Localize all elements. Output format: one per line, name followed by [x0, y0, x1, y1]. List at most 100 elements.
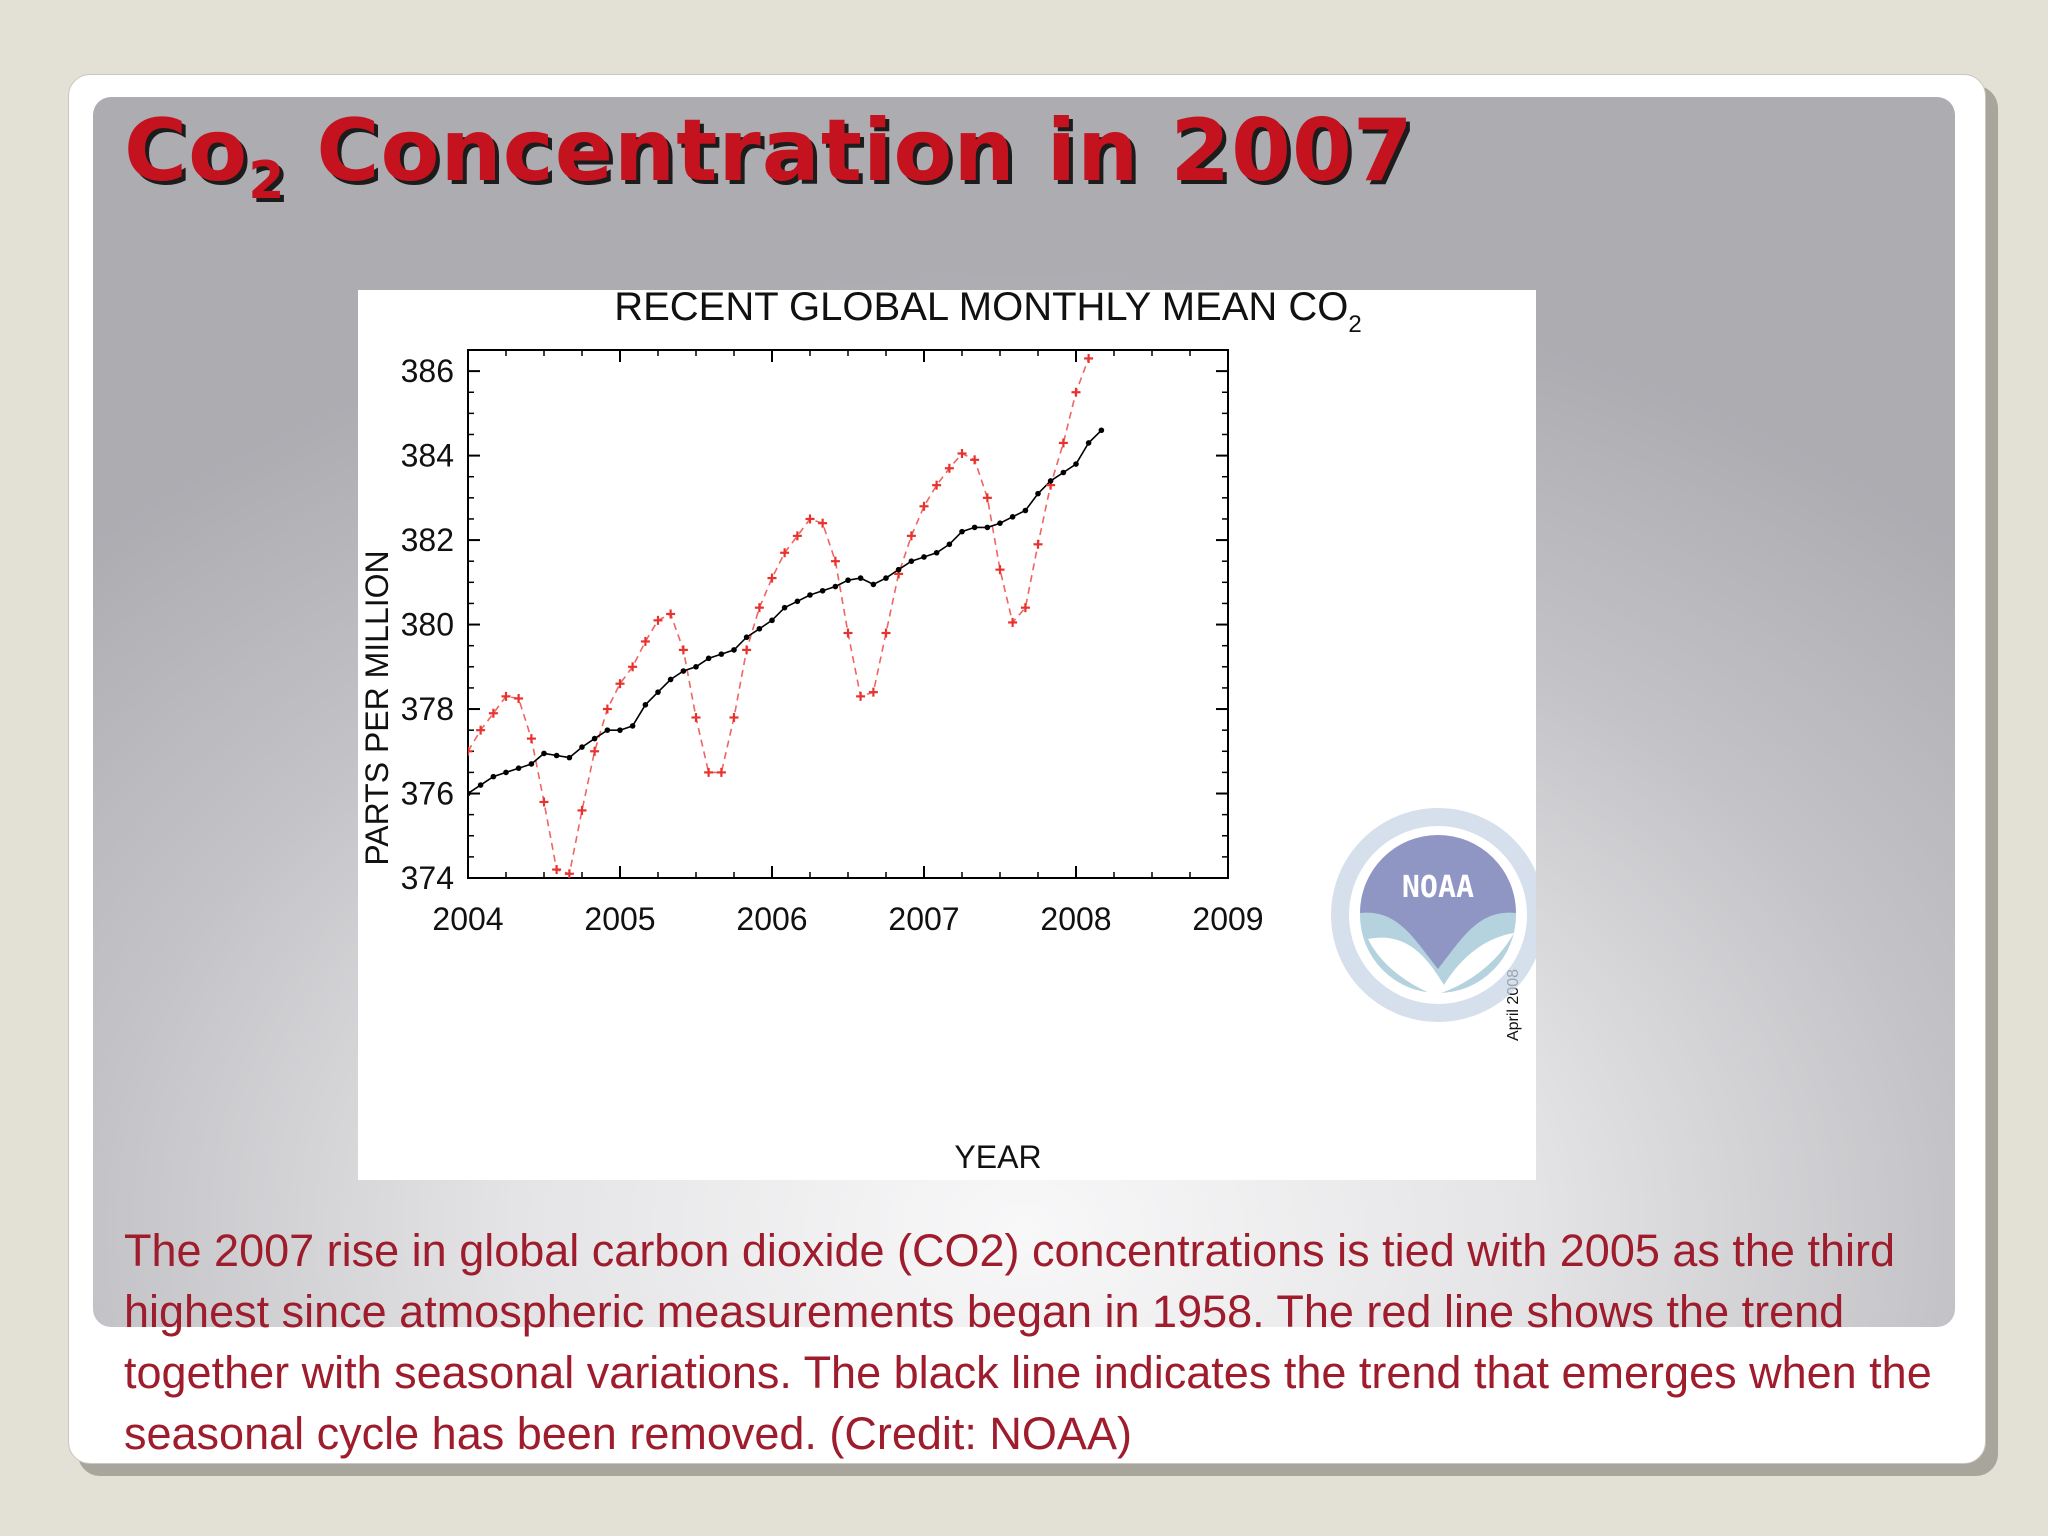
axis-ticks [467, 350, 1229, 879]
seasonal-point-21 [729, 712, 739, 722]
title-subscript: 2 [248, 151, 286, 211]
title-rest: Concentration in 2007 [285, 101, 1414, 201]
trend-point-48 [1073, 461, 1079, 467]
x-axis-label: YEAR [954, 1139, 1041, 1175]
seasonal-point-12 [615, 679, 625, 689]
trend-point-36 [921, 554, 927, 560]
seasonal-point-15 [653, 615, 663, 625]
trend-point-35 [908, 558, 915, 564]
trend-point-34 [895, 566, 902, 573]
seasonal-point-11 [602, 704, 612, 714]
trend-point-50 [1098, 427, 1105, 434]
seasonal-point-36 [919, 501, 929, 511]
trend-point-45 [1035, 490, 1041, 497]
seasonal-point-5 [526, 734, 536, 744]
trend-point-15 [655, 689, 661, 695]
trend-point-49 [1085, 440, 1092, 446]
x-tick-label-2009: 2009 [1192, 901, 1263, 937]
y-tick-label-376: 376 [401, 776, 454, 812]
seasonal-point-13 [628, 662, 638, 672]
seasonal-point-33 [881, 628, 891, 638]
trend-point-32 [870, 581, 877, 588]
trend-point-38 [946, 541, 953, 548]
trend-point-13 [629, 723, 636, 729]
trend-point-7 [553, 752, 560, 759]
series-lines [468, 358, 1102, 875]
y-tick-label-384: 384 [401, 438, 454, 474]
seasonal-point-17 [678, 645, 688, 655]
trend-point-44 [1022, 507, 1029, 514]
chart-container: RECENT GLOBAL MONTHLY MEAN CO2 PARTS PER… [358, 290, 1536, 1180]
seasonal-point-49 [1084, 353, 1094, 363]
seasonal-point-0 [468, 746, 473, 756]
series-points [468, 353, 1105, 878]
trend-point-43 [1009, 514, 1016, 520]
y-tick-label-386: 386 [401, 353, 454, 389]
trend-point-10 [591, 735, 598, 742]
seasonal-point-45 [1033, 539, 1043, 549]
trend-point-1 [477, 782, 484, 788]
trend-point-21 [731, 647, 737, 653]
y-tick-label-378: 378 [401, 691, 454, 727]
trend-point-24 [769, 617, 775, 624]
trend-series-line [468, 429, 1102, 795]
seasonal-point-7 [552, 865, 562, 875]
x-tick-label-2007: 2007 [888, 901, 959, 937]
trend-point-0 [468, 790, 471, 797]
trend-point-37 [933, 549, 940, 556]
seasonal-point-35 [906, 531, 916, 541]
seasonal-point-41 [982, 493, 992, 503]
trend-point-46 [1047, 478, 1054, 484]
seasonal-point-4 [514, 693, 524, 703]
trend-point-11 [604, 727, 611, 733]
seasonal-point-44 [1020, 603, 1030, 613]
seasonal-point-47 [1058, 438, 1068, 448]
seasonal-point-24 [767, 573, 777, 583]
trend-point-27 [807, 592, 813, 598]
seasonal-point-9 [577, 805, 587, 815]
trend-point-41 [984, 524, 991, 531]
x-tick-label-2004: 2004 [432, 901, 503, 937]
trend-point-17 [680, 668, 687, 674]
seasonal-point-10 [590, 746, 600, 756]
noaa-logo-text: NOAA [1402, 870, 1474, 905]
y-tick-label-382: 382 [401, 522, 454, 558]
seasonal-point-8 [564, 869, 574, 878]
trend-point-14 [642, 702, 649, 708]
y-tick-label-380: 380 [401, 607, 454, 643]
seasonal-point-29 [830, 556, 840, 566]
seasonal-point-42 [995, 565, 1005, 575]
trend-point-12 [617, 727, 623, 733]
trend-point-16 [667, 676, 674, 683]
seasonal-point-6 [539, 797, 549, 807]
slide-title: Co2 Concentration in 2007 [124, 108, 1414, 207]
trend-point-33 [883, 575, 889, 581]
seasonal-point-48 [1071, 387, 1081, 397]
y-axis-label: PARTS PER MILLION [359, 550, 395, 865]
seasonal-point-2 [488, 708, 498, 718]
x-tick-label-2005: 2005 [584, 901, 655, 937]
slide-caption: The 2007 rise in global carbon dioxide (… [124, 1225, 1932, 1459]
y-tick-label-374: 374 [401, 860, 454, 896]
trend-point-4 [515, 765, 522, 771]
trend-point-20 [718, 651, 725, 657]
seasonal-point-26 [792, 531, 802, 541]
seasonal-point-43 [1008, 617, 1018, 627]
seasonal-point-31 [856, 691, 866, 701]
trend-point-22 [743, 634, 750, 641]
noaa-logo: NOAA [1331, 808, 1536, 1022]
seasonal-point-32 [868, 687, 878, 697]
trend-point-25 [781, 604, 788, 611]
seasonal-point-37 [932, 480, 942, 490]
seasonal-series-line [468, 358, 1090, 875]
trend-point-39 [959, 528, 965, 535]
trend-point-26 [794, 598, 801, 605]
trend-point-6 [541, 750, 547, 757]
trend-point-29 [832, 583, 839, 590]
trend-point-5 [528, 761, 535, 767]
seasonal-point-23 [754, 603, 764, 613]
trend-point-23 [756, 625, 763, 632]
seasonal-point-40 [970, 455, 980, 465]
trend-point-3 [503, 769, 509, 776]
trend-point-30 [845, 577, 851, 584]
